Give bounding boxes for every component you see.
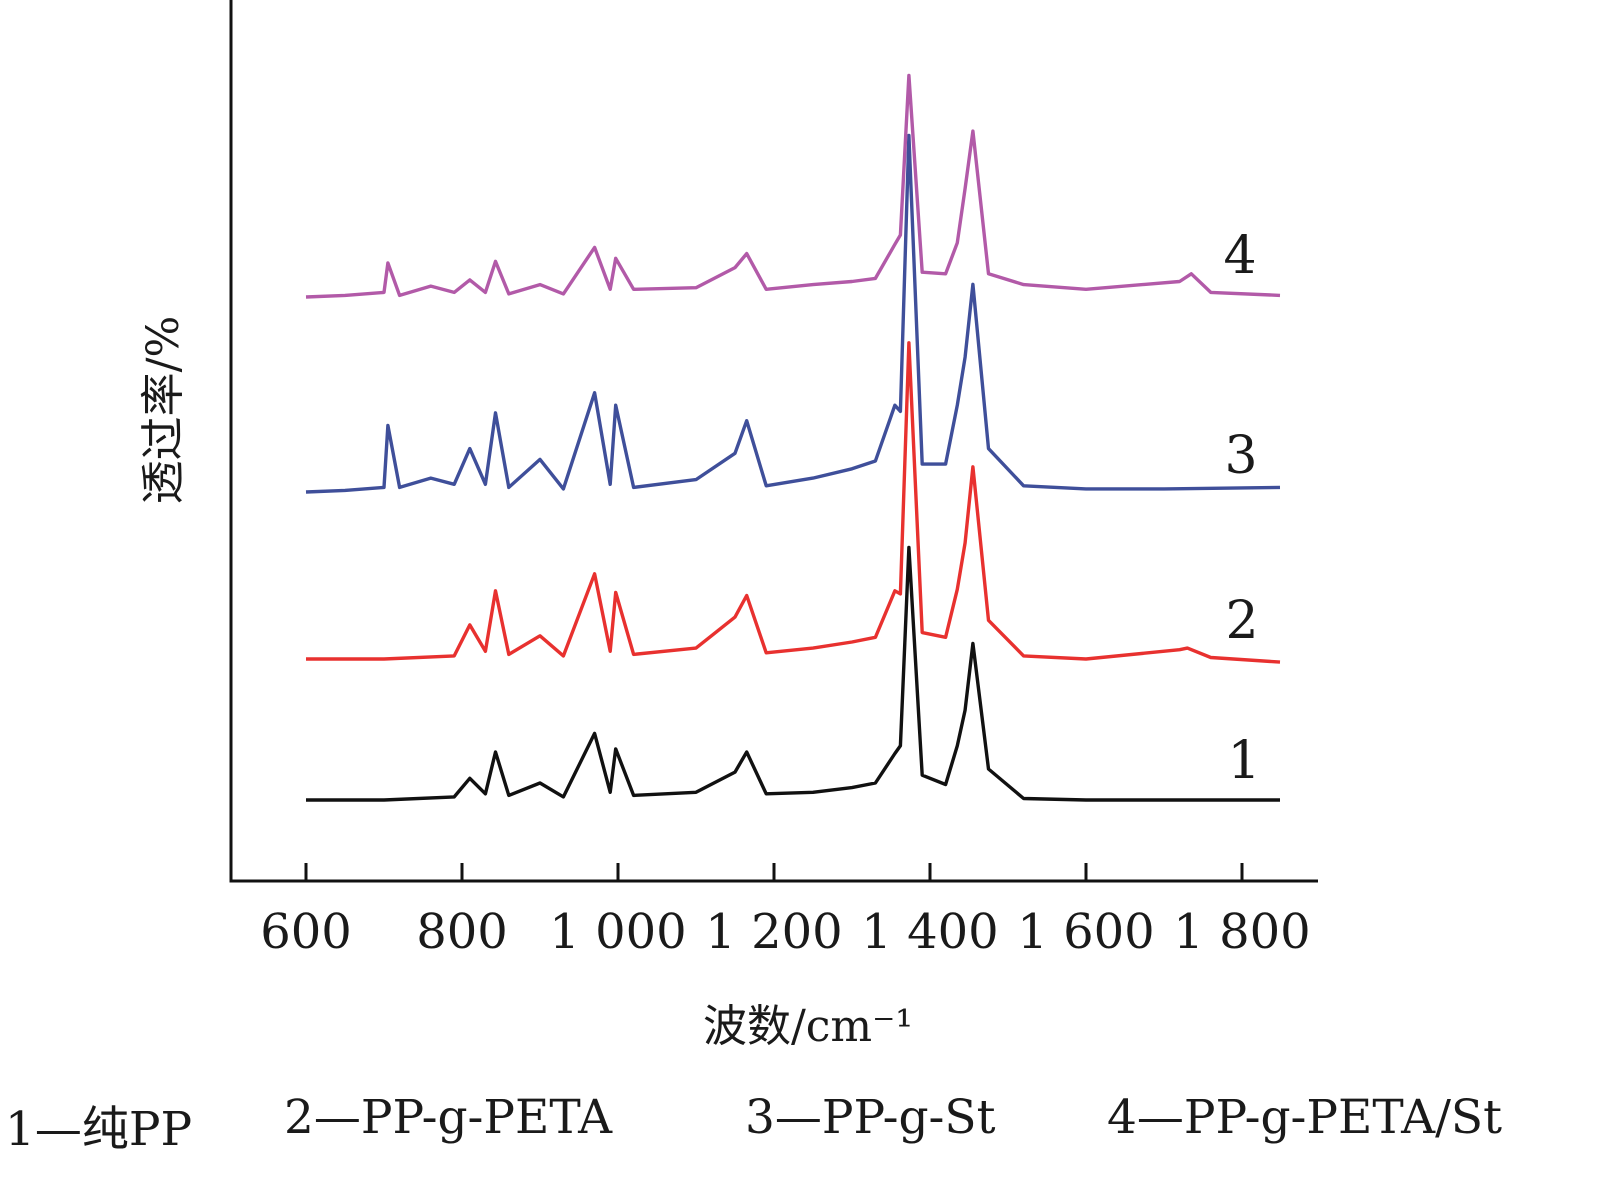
axes bbox=[229, 0, 1318, 883]
series-line-3 bbox=[305, 133, 1281, 494]
series-label-1: 1 bbox=[1227, 731, 1260, 791]
x-tick-label: 1 400 bbox=[861, 904, 998, 960]
ftir-chart: 600 800 1 000 1 200 1 400 1 600 1 800 1 2 3 4 波数/… bbox=[138, 0, 1318, 1052]
y-axis-title: 透过率/% bbox=[138, 316, 189, 505]
x-tick-label: 1 200 bbox=[705, 904, 842, 960]
x-tick-label: 1 800 bbox=[1173, 904, 1310, 960]
x-ticks bbox=[304, 863, 1244, 881]
series-label-3: 3 bbox=[1224, 426, 1257, 486]
x-axis-title: 波数/cm⁻¹ bbox=[703, 1001, 913, 1052]
x-tick-labels: 600 800 1 000 1 200 1 400 1 600 1 800 bbox=[260, 904, 1311, 960]
series-line-4 bbox=[305, 73, 1281, 299]
series-numbers: 1 2 3 4 bbox=[1223, 226, 1260, 791]
series-line-2 bbox=[306, 341, 1281, 664]
series-label-2: 2 bbox=[1225, 591, 1258, 651]
x-tick-label: 600 bbox=[260, 904, 352, 960]
series-label-4: 4 bbox=[1223, 226, 1256, 286]
x-tick-label: 1 600 bbox=[1017, 904, 1154, 960]
series-lines bbox=[305, 73, 1281, 802]
legend: 1—纯PP 2—PP-g-PETA 3—PP-g-St 4—PP-g-PETA/… bbox=[0, 1072, 1598, 1162]
legend-item-3: 3—PP-g-St bbox=[745, 1090, 996, 1145]
series-line-1 bbox=[306, 545, 1280, 802]
x-tick-label: 800 bbox=[416, 904, 508, 960]
legend-item-1: 1—纯PP bbox=[5, 1102, 193, 1157]
legend-item-4: 4—PP-g-PETA/St bbox=[1107, 1090, 1503, 1145]
x-tick-label: 1 000 bbox=[549, 904, 686, 960]
legend-item-2: 2—PP-g-PETA bbox=[284, 1090, 613, 1145]
